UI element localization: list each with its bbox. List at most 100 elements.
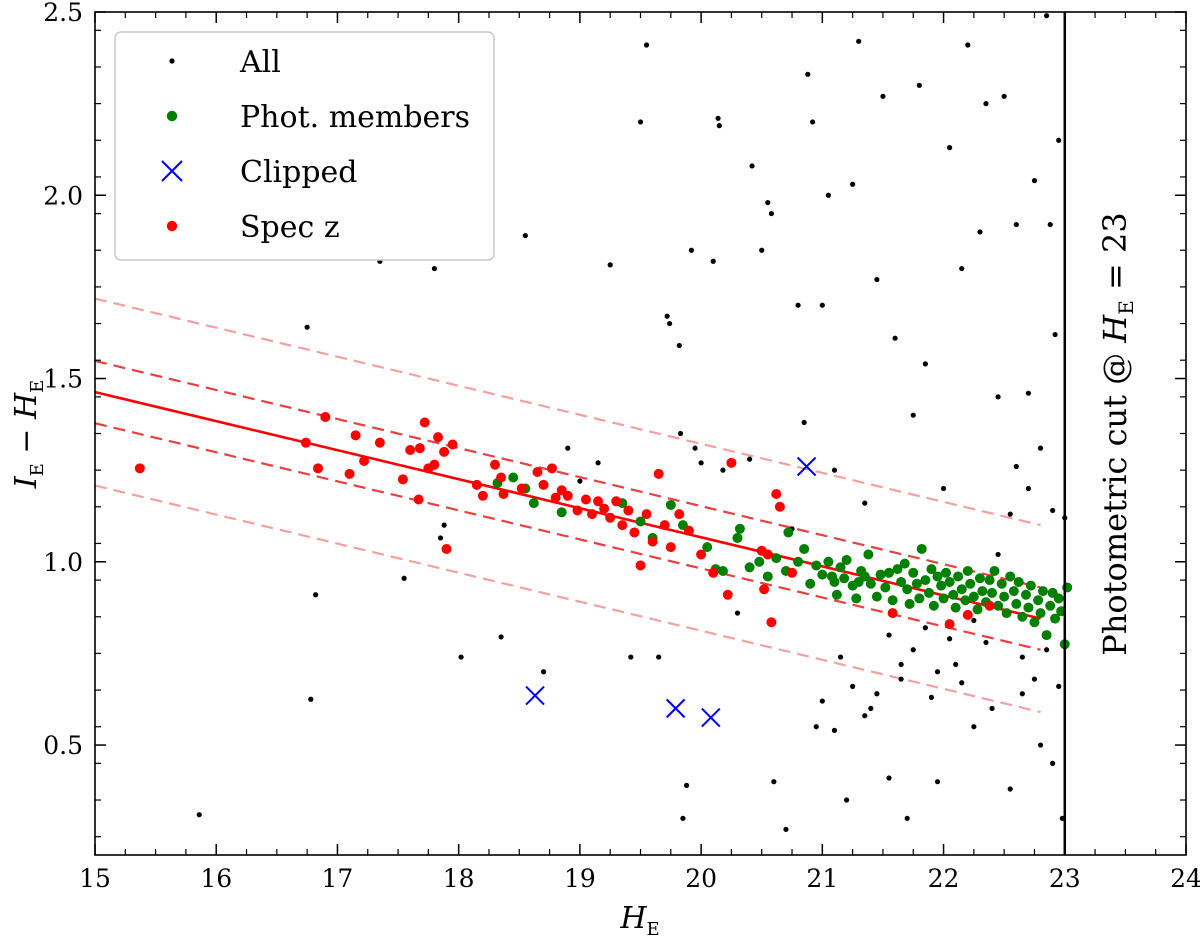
point-all: [1025, 485, 1032, 492]
point-all: [431, 265, 438, 272]
point-phot-members: [1023, 602, 1034, 613]
point-all: [892, 335, 898, 341]
point-phot-members: [953, 571, 964, 582]
legend: All Phot. members Clipped Spec z: [114, 31, 495, 261]
point-phot-members: [1050, 613, 1061, 624]
point-all: [995, 394, 1001, 400]
point-phot-members: [831, 589, 842, 600]
legend-marker-clipped: [161, 160, 183, 182]
point-phot-members: [665, 499, 676, 510]
point-all: [940, 485, 947, 492]
point-spec-z: [374, 437, 385, 448]
point-phot-members: [841, 554, 852, 565]
point-spec-z: [665, 542, 676, 553]
x-tick-label: 19: [564, 864, 596, 893]
point-all: [953, 661, 959, 668]
point-all: [886, 775, 892, 781]
point-all: [862, 500, 868, 506]
point-phot-members: [875, 569, 886, 580]
point-phot-members: [851, 593, 862, 604]
point-all: [664, 313, 670, 319]
point-spec-z: [659, 520, 670, 531]
point-all: [971, 617, 977, 624]
point-all: [934, 669, 941, 675]
x-tick-label: 17: [322, 864, 354, 893]
x-tick-label: 21: [806, 864, 838, 893]
point-spec-z: [617, 520, 628, 531]
point-all: [1019, 691, 1025, 697]
point-phot-members: [1033, 595, 1044, 606]
point-all: [1043, 13, 1050, 19]
point-all: [1052, 331, 1058, 338]
legend-label-spec-z: Spec z: [240, 210, 340, 245]
point-spec-z: [471, 479, 482, 490]
red-sequence-fit-line: [95, 390, 1041, 620]
point-spec-z: [477, 490, 488, 501]
point-phot-members: [940, 567, 951, 578]
legend-marker-all: [169, 58, 175, 64]
point-all: [886, 632, 892, 638]
legend-box: [114, 31, 495, 261]
point-all: [910, 647, 916, 653]
point-all: [1050, 507, 1056, 514]
point-spec-z: [762, 549, 773, 560]
point-phot-members: [996, 578, 1007, 589]
point-phot-members: [783, 527, 794, 538]
point-phot-members: [965, 578, 976, 589]
legend-marker-spec-z: [166, 220, 178, 232]
point-spec-z: [722, 589, 733, 600]
point-all: [965, 42, 971, 48]
point-spec-z: [696, 549, 707, 560]
point-all: [837, 654, 844, 660]
point-all: [1025, 390, 1032, 396]
point-spec-z: [587, 509, 598, 520]
point-phot-members: [1053, 593, 1064, 604]
y-tick-label: 2.5: [43, 0, 83, 27]
point-spec-z: [653, 468, 664, 479]
point-all: [768, 210, 775, 217]
point-spec-z: [300, 437, 311, 448]
y-tick-label: 1.0: [43, 548, 83, 577]
point-spec-z: [313, 463, 324, 474]
point-phot-members: [938, 593, 949, 604]
point-phot-members: [968, 591, 979, 602]
point-all: [1007, 511, 1013, 517]
point-phot-members: [956, 584, 967, 595]
point-phot-members: [916, 543, 927, 554]
point-spec-z: [414, 443, 425, 454]
point-phot-members: [944, 576, 955, 587]
point-spec-z: [447, 439, 458, 450]
point-spec-z: [944, 619, 955, 630]
point-all: [934, 779, 941, 785]
point-all: [813, 724, 819, 730]
point-phot-members: [902, 584, 913, 595]
point-all: [698, 460, 704, 466]
point-all: [801, 419, 807, 426]
point-all: [628, 654, 634, 660]
point-spec-z: [320, 412, 331, 423]
point-all: [437, 535, 444, 541]
point-phot-members: [734, 523, 745, 534]
red-sequence-lines: [95, 297, 1041, 714]
point-spec-z: [787, 567, 798, 578]
point-phot-members: [887, 595, 898, 606]
point-spec-z: [547, 463, 558, 474]
point-clipped: [796, 456, 817, 477]
point-spec-z: [498, 488, 509, 499]
point-spec-z: [623, 505, 634, 516]
point-all: [1007, 786, 1013, 792]
point-all: [989, 705, 995, 711]
point-phot-members: [793, 556, 804, 567]
point-all: [747, 456, 753, 462]
point-spec-z: [771, 488, 782, 499]
point-phot-members: [1001, 608, 1012, 619]
point-spec-z: [984, 600, 995, 611]
point-phot-members: [936, 580, 947, 591]
point-all: [904, 815, 910, 821]
inner-band-lower: [95, 422, 1041, 651]
point-all: [522, 232, 528, 239]
point-all: [995, 551, 1001, 558]
point-phot-members: [993, 600, 1004, 611]
point-spec-z: [962, 609, 973, 620]
point-all: [715, 115, 721, 121]
